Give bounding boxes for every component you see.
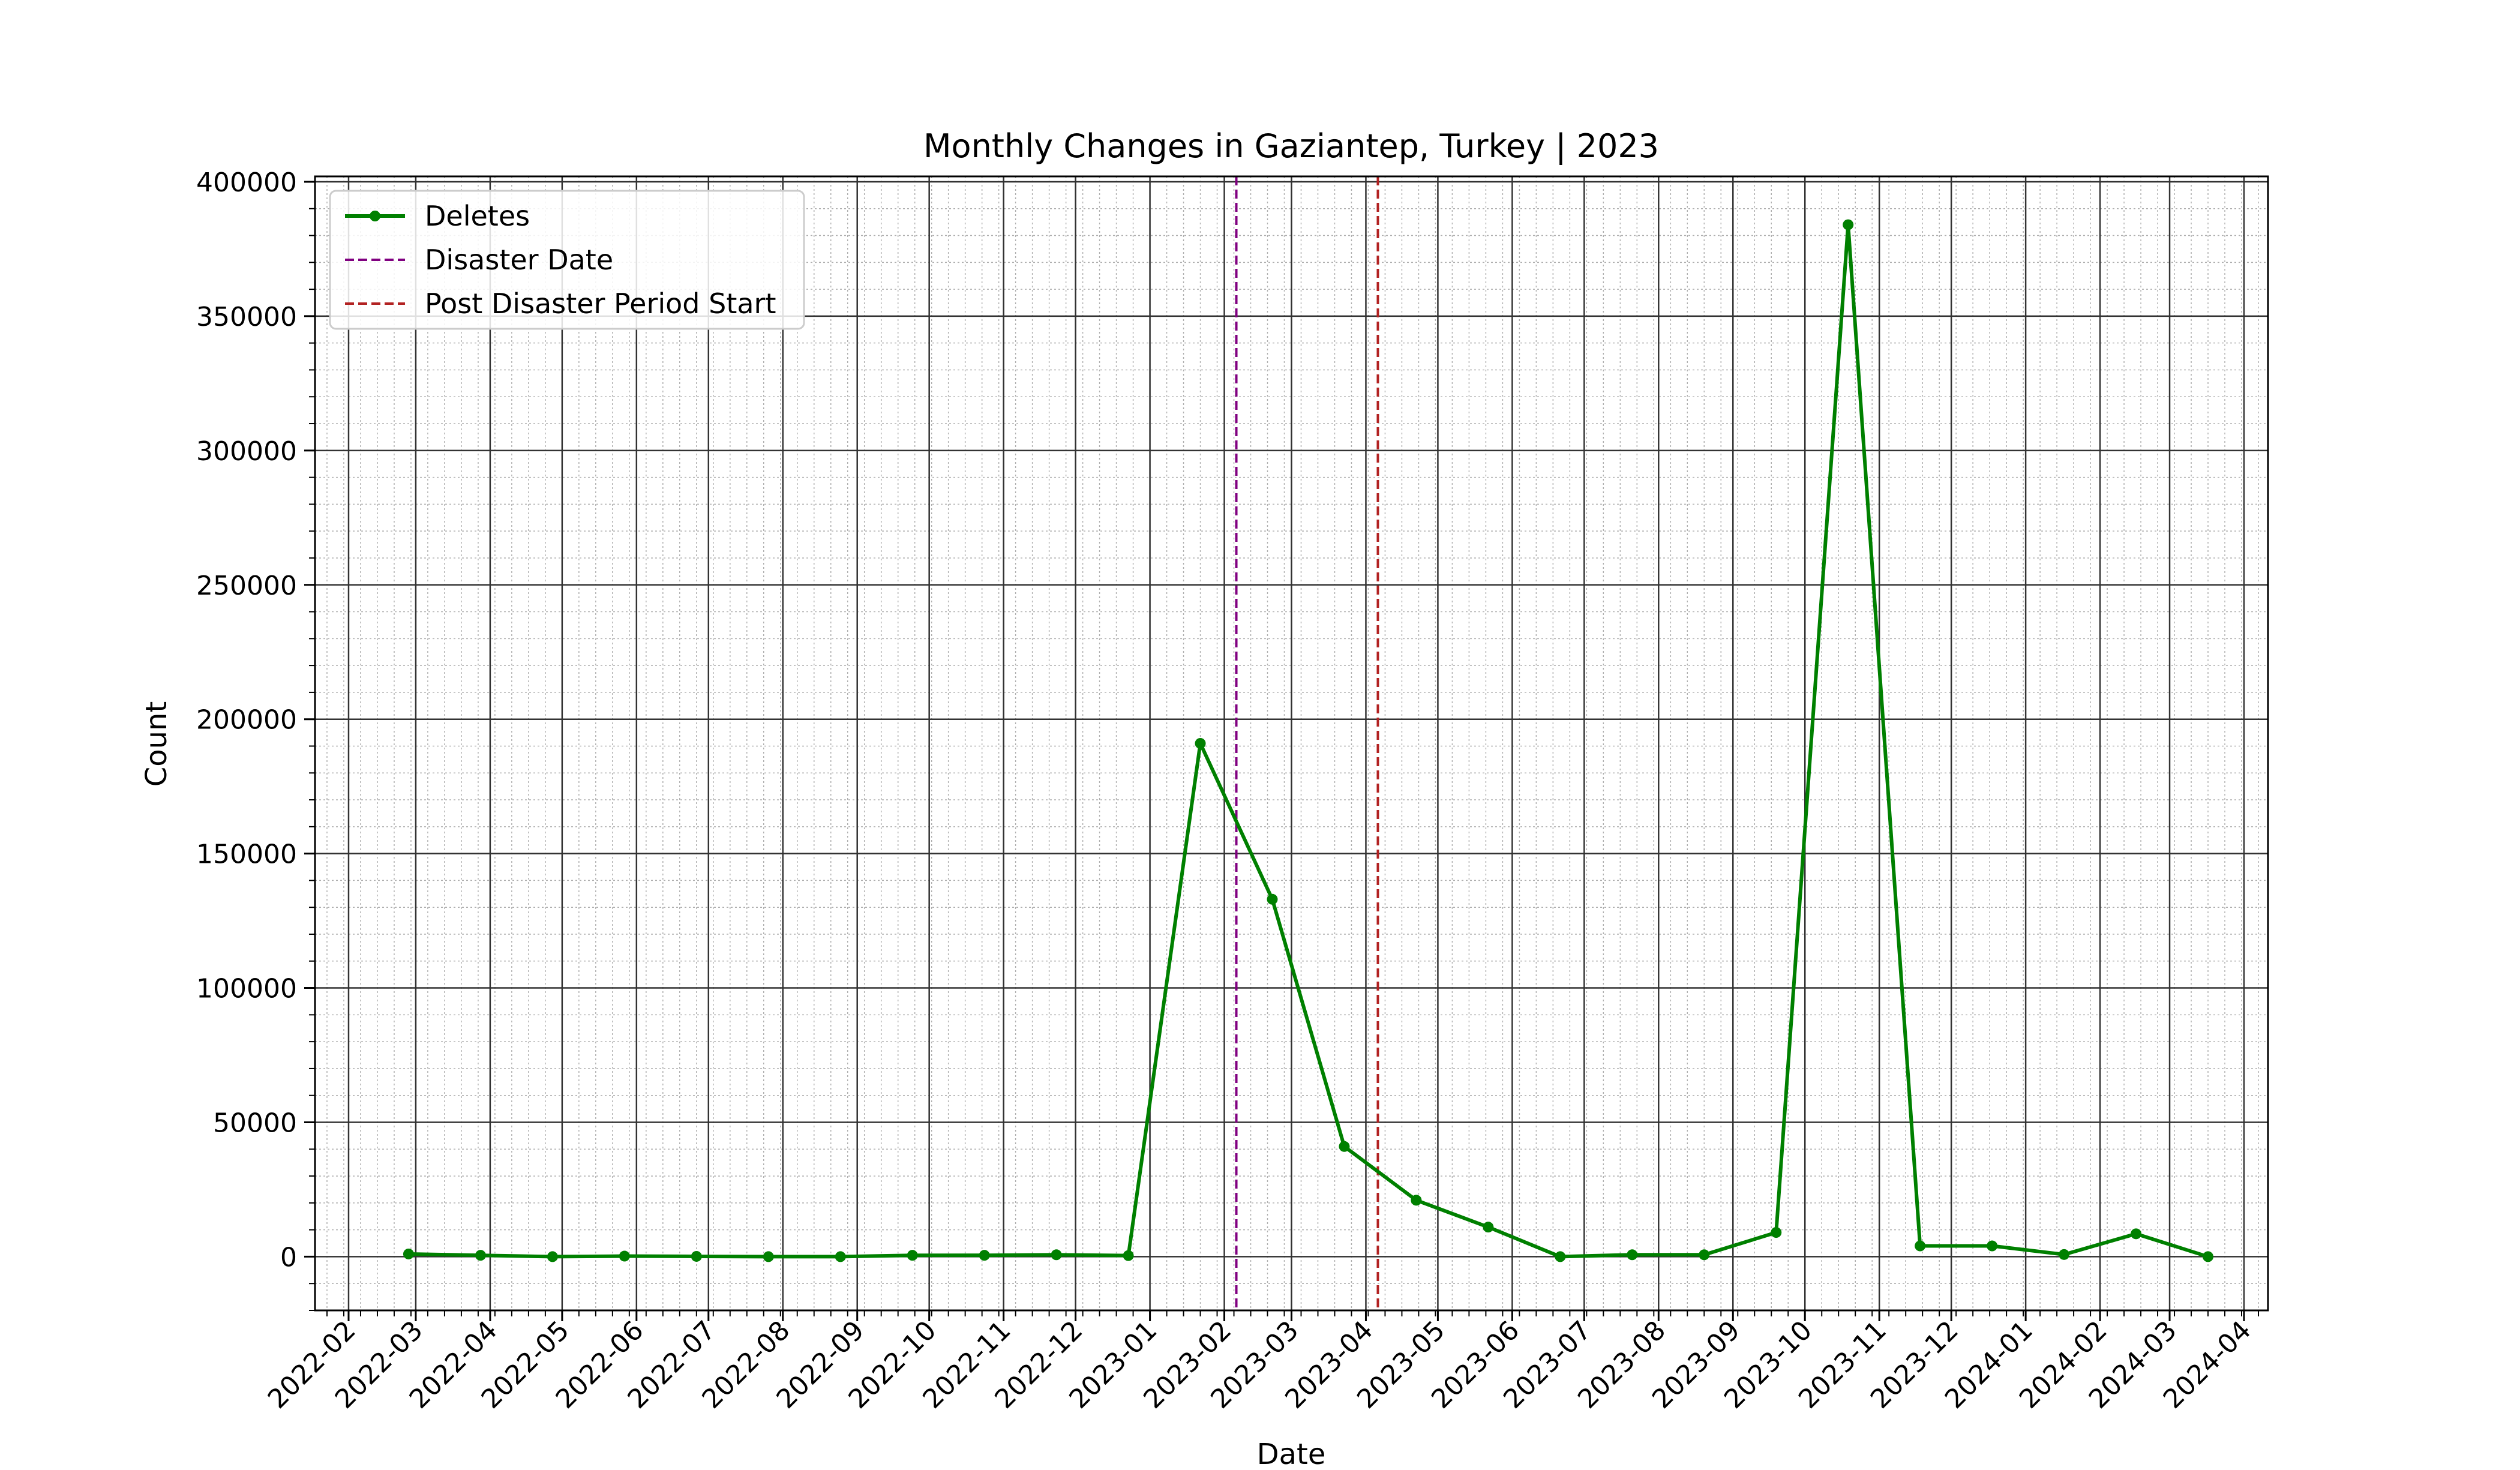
data-point	[763, 1251, 774, 1262]
x-axis-label: Date	[1257, 1438, 1326, 1470]
chart-title: Monthly Changes in Gaziantep, Turkey | 2…	[923, 127, 1659, 165]
reference-lines	[1235, 176, 1379, 1310]
data-point	[1987, 1240, 1998, 1252]
legend-label-post-disaster: Post Disaster Period Start	[425, 287, 776, 320]
data-point	[1771, 1227, 1782, 1238]
y-tick-label: 250000	[196, 571, 297, 601]
y-tick-label: 50000	[213, 1108, 297, 1138]
legend-box	[329, 190, 805, 330]
y-tick-label: 400000	[196, 167, 297, 198]
data-point	[1195, 738, 1206, 749]
data-point	[2131, 1228, 2142, 1240]
y-tick-label: 300000	[196, 436, 297, 467]
major-grid	[315, 176, 2268, 1310]
data-point	[619, 1250, 630, 1262]
data-point	[403, 1248, 414, 1259]
data-point	[1555, 1251, 1566, 1262]
y-tick-label: 200000	[196, 705, 297, 736]
legend-marker-deletes	[370, 211, 380, 221]
y-tick-label: 350000	[196, 302, 297, 332]
data-point	[2203, 1251, 2214, 1262]
data-point	[691, 1250, 702, 1262]
series-line-deletes	[408, 223, 2209, 1259]
data-point	[475, 1250, 486, 1261]
data-point	[2059, 1249, 2070, 1260]
data-point	[1699, 1249, 1710, 1261]
legend: Deletes Disaster Date Post Disaster Peri…	[329, 190, 805, 330]
minor-grid	[315, 176, 2268, 1311]
data-point	[979, 1250, 990, 1261]
data-point	[1123, 1250, 1134, 1261]
data-point	[1339, 1141, 1350, 1152]
data-point	[907, 1250, 918, 1261]
y-tick-label: 150000	[196, 839, 297, 870]
data-point	[1627, 1249, 1638, 1261]
data-point	[1843, 219, 1854, 230]
data-point	[547, 1251, 558, 1262]
data-point	[835, 1251, 846, 1262]
data-point	[1483, 1222, 1494, 1233]
data-point	[1051, 1249, 1062, 1261]
data-point	[1411, 1195, 1422, 1206]
y-tick-label: 0	[280, 1242, 297, 1273]
y-tick-label: 100000	[196, 974, 297, 1004]
legend-label-deletes: Deletes	[425, 200, 530, 232]
data-point	[1915, 1240, 1926, 1252]
series-deletes	[403, 219, 2214, 1262]
axis-ticks	[304, 181, 2260, 1321]
y-axis-label: Count	[140, 701, 173, 787]
data-point	[1267, 893, 1278, 905]
legend-label-disaster-date: Disaster Date	[425, 244, 613, 276]
